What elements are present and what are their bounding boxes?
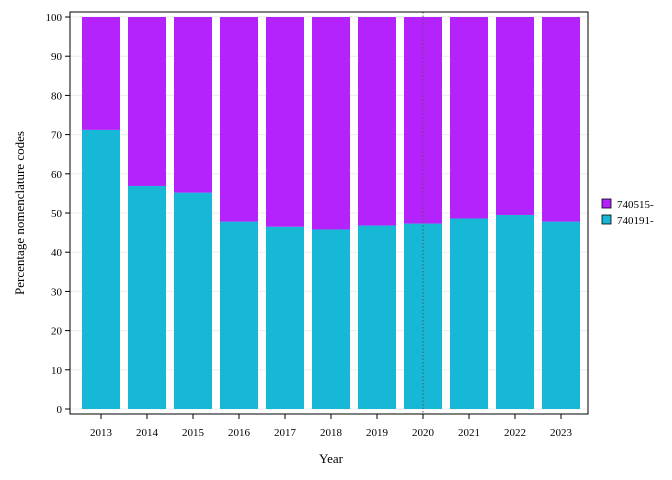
y-tick-label: 30	[51, 286, 63, 298]
bar-segment-bottom	[358, 225, 396, 409]
y-tick-label: 70	[51, 130, 63, 142]
y-tick-label: 40	[51, 247, 63, 259]
bar-segment-bottom	[266, 226, 304, 409]
bar-segment-top	[450, 17, 488, 219]
bar-segment-bottom	[312, 229, 350, 409]
x-axis-title: Year	[319, 451, 344, 466]
y-tick-label: 90	[51, 51, 63, 63]
bar-segment-top	[174, 17, 212, 193]
legend-swatch	[601, 198, 612, 209]
bar-segment-top	[266, 17, 304, 227]
x-tick-label: 2021	[458, 427, 480, 439]
bar-segment-bottom	[82, 129, 120, 409]
x-tick-label: 2015	[182, 427, 205, 439]
bar-segment-bottom	[450, 218, 488, 409]
x-tick-label: 2017	[274, 427, 297, 439]
legend-label: 740191-	[617, 215, 654, 227]
bar-segment-top	[496, 17, 534, 215]
bar-segment-top	[82, 17, 120, 130]
x-tick-label: 2014	[136, 427, 159, 439]
x-tick-label: 2013	[90, 427, 113, 439]
y-axis: 0 10 20 30 40 50 60 70 80 90 100	[46, 12, 70, 416]
y-tick-label: 20	[51, 326, 63, 338]
x-tick-label: 2018	[320, 427, 343, 439]
y-tick-label: 10	[51, 365, 63, 377]
bar-segment-top	[220, 17, 258, 222]
bar-segment-bottom	[128, 185, 166, 409]
x-tick-label: 2023	[550, 427, 573, 439]
y-tick-label: 80	[51, 90, 63, 102]
x-tick-label: 2019	[366, 427, 389, 439]
bar-segment-bottom	[174, 192, 212, 409]
bar-segment-bottom	[542, 221, 580, 409]
x-tick-label: 2016	[228, 427, 251, 439]
legend: 740515- 740191-	[601, 198, 654, 227]
y-tick-label: 60	[51, 169, 63, 181]
x-axis: 2013 2014 2015 2016 2017 2018 2019 2020 2021 2022…	[90, 414, 573, 439]
bars	[82, 17, 580, 409]
bar-segment-top	[358, 17, 396, 226]
y-axis-title: Percentage nomenclature codes	[12, 131, 27, 295]
bar-segment-top	[128, 17, 166, 186]
y-tick-label: 100	[46, 12, 63, 24]
bar-segment-bottom	[496, 214, 534, 409]
bar-segment-top	[542, 17, 580, 222]
y-tick-label: 50	[51, 208, 63, 220]
y-tick-label: 0	[57, 404, 63, 416]
legend-swatch	[601, 214, 612, 225]
bar-segment-top	[312, 17, 350, 230]
bar-segment-bottom	[220, 221, 258, 409]
x-tick-label: 2020	[412, 427, 435, 439]
x-tick-label: 2022	[504, 427, 526, 439]
legend-label: 740515-	[617, 199, 654, 211]
